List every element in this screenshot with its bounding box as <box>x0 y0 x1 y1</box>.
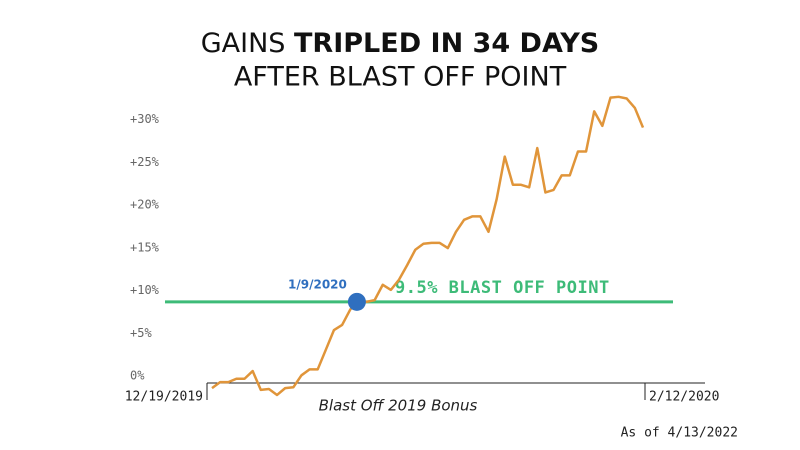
y-tick-label: +25% <box>130 155 160 169</box>
y-tick-label: +30% <box>130 112 160 126</box>
title-plain: GAINS <box>201 28 294 59</box>
y-tick-label: +15% <box>130 240 160 254</box>
x-tick-label: 12/19/2019 <box>125 390 203 405</box>
chart-title-line2: AFTER BLAST OFF POINT <box>234 62 567 93</box>
blast-off-marker <box>347 292 366 311</box>
chart-title: GAINS TRIPLED IN 34 DAYS <box>201 28 600 59</box>
x-tick-label: 2/12/2020 <box>649 390 719 405</box>
reference-label: 9.5% BLAST OFF POINT <box>395 278 610 298</box>
title-bold: TRIPLED IN 34 DAYS <box>294 28 599 59</box>
line-series <box>211 95 645 397</box>
footnote: As of 4/13/2022 <box>621 426 738 441</box>
marker-label: 1/9/2020 <box>288 277 347 291</box>
y-tick-label: 0% <box>130 369 145 383</box>
y-tick-label: +10% <box>130 283 160 297</box>
y-tick-label: +5% <box>130 326 152 340</box>
x-axis-label: Blast Off 2019 Bonus <box>319 397 478 415</box>
y-tick-label: +20% <box>130 198 160 212</box>
